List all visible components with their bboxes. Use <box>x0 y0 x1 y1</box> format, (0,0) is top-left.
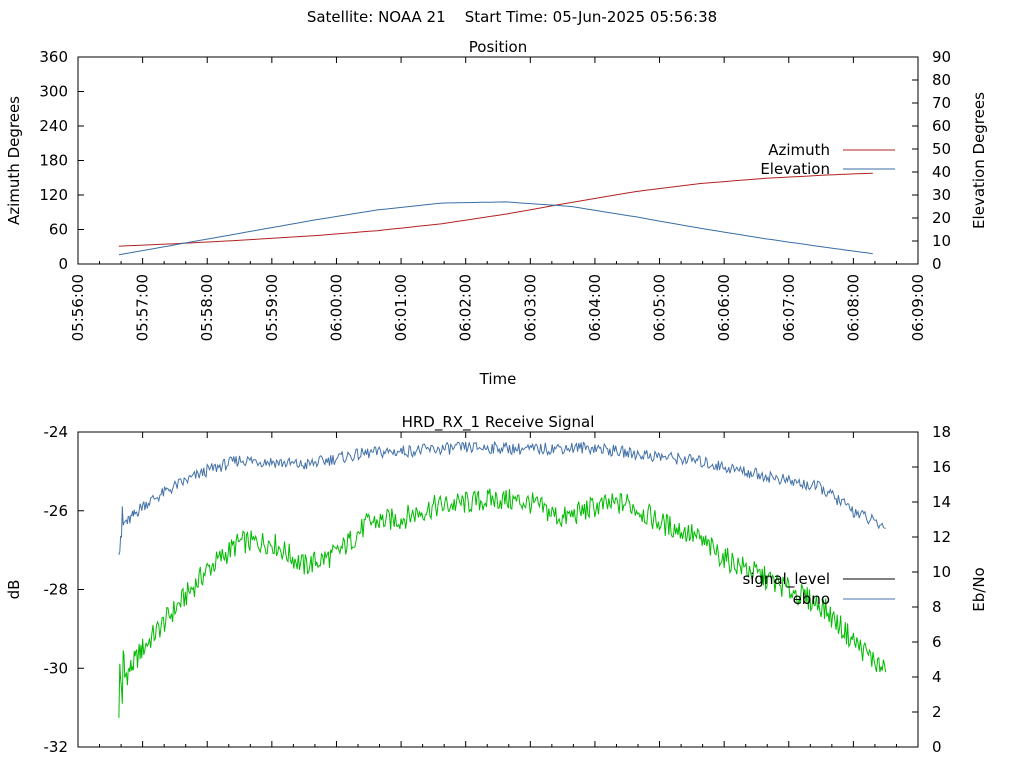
legend-label: Elevation <box>760 160 830 178</box>
y2-tick-label: 12 <box>932 528 951 546</box>
x-tick-label: 06:03:00 <box>521 274 539 341</box>
x-tick-label: 06:00:00 <box>327 274 345 341</box>
y-tick-label: 120 <box>39 186 68 204</box>
x-tick-label: 06:01:00 <box>392 274 410 341</box>
y-tick-label: -30 <box>44 659 69 677</box>
legend-label: ebno <box>793 590 830 608</box>
x-tick-label: 05:58:00 <box>198 274 216 341</box>
y-tick-label: -28 <box>44 581 69 599</box>
legend-label: Azimuth <box>768 141 830 159</box>
y2-tick-label: 8 <box>932 598 942 616</box>
page-title: Satellite: NOAA 21 Start Time: 05-Jun-20… <box>306 8 718 26</box>
chart-title: Position <box>469 38 527 56</box>
series-line-ebno <box>118 441 886 556</box>
y-tick-label: 0 <box>58 255 68 273</box>
x-tick-label: 05:59:00 <box>263 274 281 341</box>
y-axis-label: Azimuth Degrees <box>5 96 23 225</box>
y2-tick-label: 10 <box>932 232 951 250</box>
y2-tick-label: 0 <box>932 255 942 273</box>
y-axis-label: dB <box>5 580 23 600</box>
x-tick-label: 06:07:00 <box>780 274 798 341</box>
x-tick-label: 06:04:00 <box>586 274 604 341</box>
series-line-Elevation <box>118 201 873 256</box>
y-tick-label: 180 <box>39 152 68 170</box>
y2-tick-label: 90 <box>932 48 951 66</box>
y2-tick-label: 2 <box>932 703 942 721</box>
x-tick-label: 06:06:00 <box>715 274 733 341</box>
y-tick-label: -26 <box>44 502 69 520</box>
y2-tick-label: 14 <box>932 493 951 511</box>
x-tick-label: 06:05:00 <box>651 274 669 341</box>
y-tick-label: -32 <box>44 738 69 756</box>
y-tick-label: 360 <box>39 48 68 66</box>
x-tick-label: 05:56:00 <box>69 274 87 341</box>
y2-tick-label: 50 <box>932 140 951 158</box>
chart-title: HRD_RX_1 Receive Signal <box>402 413 595 432</box>
x-tick-label: 06:02:00 <box>457 274 475 341</box>
y-tick-label: 60 <box>49 221 68 239</box>
y2-tick-label: 18 <box>932 423 951 441</box>
y2-tick-label: 4 <box>932 668 942 686</box>
x-axis-label: Time <box>479 370 517 388</box>
y-tick-label: 240 <box>39 117 68 135</box>
y2-tick-label: 40 <box>932 163 951 181</box>
y2-axis-label: Elevation Degrees <box>970 92 988 229</box>
y2-tick-label: 70 <box>932 94 951 112</box>
series-line-signal_level <box>118 488 887 718</box>
y-tick-label: 300 <box>39 83 68 101</box>
series-line-Azimuth <box>118 172 873 247</box>
legend-label: signal_level <box>742 570 830 589</box>
y2-tick-label: 60 <box>932 117 951 135</box>
y-tick-label: -24 <box>44 423 69 441</box>
y2-tick-label: 0 <box>932 738 942 756</box>
x-tick-label: 06:09:00 <box>909 274 927 341</box>
y2-tick-label: 10 <box>932 563 951 581</box>
y2-tick-label: 6 <box>932 633 942 651</box>
y2-tick-label: 80 <box>932 71 951 89</box>
x-tick-label: 06:08:00 <box>844 274 862 341</box>
y2-tick-label: 16 <box>932 458 951 476</box>
x-tick-label: 05:57:00 <box>134 274 152 341</box>
y2-tick-label: 30 <box>932 186 951 204</box>
y2-axis-label: Eb/No <box>970 567 988 611</box>
y2-tick-label: 20 <box>932 209 951 227</box>
